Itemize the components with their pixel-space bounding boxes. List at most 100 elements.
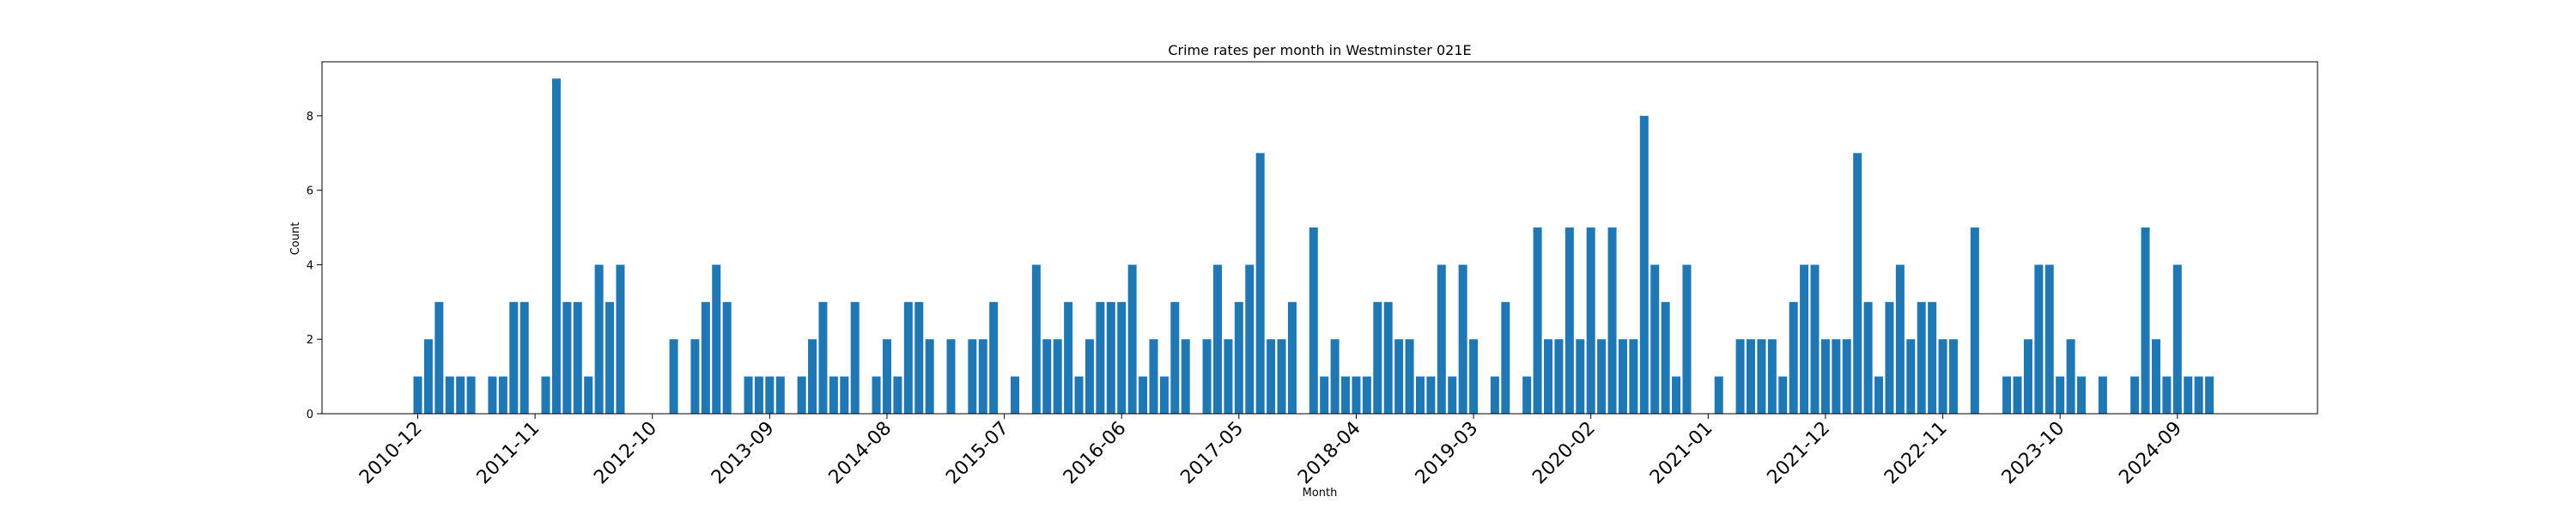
bar xyxy=(2066,339,2075,414)
bar xyxy=(1352,376,1361,414)
x-tick-label: 2011-11 xyxy=(473,418,544,489)
bar xyxy=(584,376,593,414)
bars-group xyxy=(413,78,2215,415)
x-tick-label: 2017-05 xyxy=(1176,418,1248,489)
x-tick-label: 2019-03 xyxy=(1412,418,1483,489)
bar xyxy=(797,376,806,414)
bar xyxy=(594,264,604,414)
bar xyxy=(1842,339,1851,414)
bar xyxy=(775,376,785,414)
bar xyxy=(1682,264,1692,414)
bar xyxy=(456,376,465,414)
bar xyxy=(2130,376,2140,414)
bar xyxy=(1885,301,1894,414)
bar xyxy=(488,376,497,414)
bar xyxy=(1810,264,1820,414)
bar xyxy=(423,339,433,414)
y-axis: 0 2 4 6 8 xyxy=(307,111,322,421)
x-tick-label: 2016-06 xyxy=(1060,418,1131,489)
bar xyxy=(882,339,891,414)
bar xyxy=(1661,301,1670,414)
bar xyxy=(1437,264,1446,414)
bar xyxy=(989,301,999,414)
bar xyxy=(2077,376,2087,414)
bar xyxy=(1245,264,1255,414)
bar xyxy=(2141,227,2150,414)
x-tick-label: 2021-12 xyxy=(1764,418,1835,489)
x-tick-label: 2014-08 xyxy=(825,418,896,489)
bar xyxy=(712,264,721,414)
bar xyxy=(1490,376,1499,414)
bar xyxy=(1863,301,1873,414)
bar xyxy=(2098,376,2107,414)
x-tick-label: 2013-09 xyxy=(708,418,779,489)
bar xyxy=(754,376,763,414)
x-tick-label: 2015-07 xyxy=(942,418,1013,489)
bar xyxy=(1074,376,1084,414)
bar xyxy=(1330,339,1340,414)
bar xyxy=(1149,339,1158,414)
bar xyxy=(946,339,956,414)
bar xyxy=(1820,339,1830,414)
bar xyxy=(808,339,817,414)
bar xyxy=(1948,339,1958,414)
bar xyxy=(893,376,902,414)
bar xyxy=(1320,376,1329,414)
bar xyxy=(1778,376,1788,414)
bar xyxy=(1213,264,1222,414)
bar xyxy=(509,301,519,414)
bar xyxy=(1042,339,1052,414)
bar xyxy=(968,339,977,414)
bar xyxy=(562,301,572,414)
x-tick-label: 2010-12 xyxy=(355,418,427,489)
bar xyxy=(1255,153,1265,415)
bar xyxy=(1564,227,1574,414)
bar xyxy=(1127,264,1137,414)
bar xyxy=(1917,301,1926,414)
bar xyxy=(872,376,881,414)
bar xyxy=(1415,376,1425,414)
bar xyxy=(1117,301,1127,414)
bar xyxy=(1277,339,1286,414)
bar xyxy=(1011,376,1020,414)
bar xyxy=(1639,115,1649,414)
bar xyxy=(1309,227,1318,414)
bar xyxy=(2184,376,2193,414)
bar xyxy=(1287,301,1297,414)
bar xyxy=(2172,264,2182,414)
bar xyxy=(1362,376,1371,414)
bar xyxy=(1426,376,1436,414)
bar xyxy=(1800,264,1809,414)
bar xyxy=(1544,339,1553,414)
bar xyxy=(445,376,454,414)
bar xyxy=(1139,376,1148,414)
bar xyxy=(903,301,913,414)
bar xyxy=(1106,301,1115,414)
bar xyxy=(1767,339,1777,414)
y-tick-label: 8 xyxy=(307,111,313,124)
bar xyxy=(1053,339,1062,414)
chart-title: Crime rates per month in Westminster 021… xyxy=(1168,42,1471,58)
bar xyxy=(1469,339,1479,414)
bar xyxy=(1267,339,1276,414)
bar xyxy=(1970,227,1979,414)
bar xyxy=(1650,264,1660,414)
y-axis-label: Count xyxy=(289,222,302,256)
bar xyxy=(690,339,700,414)
x-tick-label: 2024-09 xyxy=(2115,418,2186,489)
bar xyxy=(1234,301,1243,414)
bar xyxy=(1501,301,1510,414)
bar xyxy=(1373,301,1382,414)
bar xyxy=(551,78,561,415)
x-tick-label: 2018-04 xyxy=(1294,418,1365,489)
bar xyxy=(1618,339,1627,414)
bar xyxy=(1448,376,1457,414)
bar xyxy=(850,301,860,414)
y-tick-label: 0 xyxy=(307,409,313,421)
bar xyxy=(605,301,615,414)
bar xyxy=(1938,339,1947,414)
bar xyxy=(413,376,422,414)
x-tick-label: 2021-01 xyxy=(1646,418,1717,489)
bar xyxy=(1874,376,1884,414)
